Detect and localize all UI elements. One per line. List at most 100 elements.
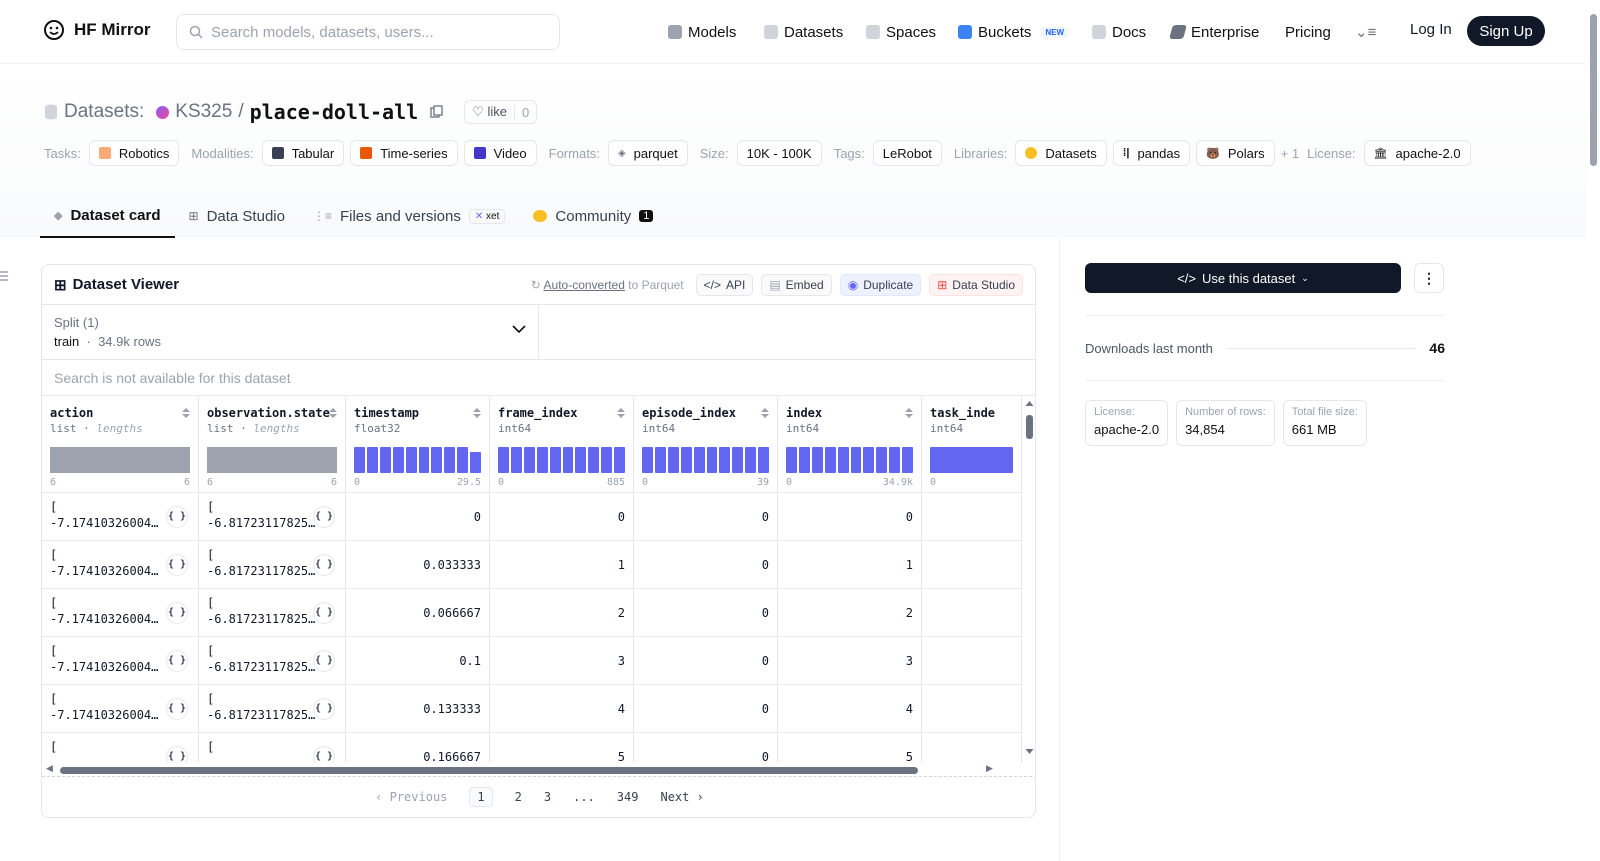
prev-page-button[interactable]: ‹ Previous: [375, 790, 448, 804]
column-header[interactable]: action list · lengths 6 6: [42, 397, 198, 493]
nav-spaces[interactable]: Spaces: [866, 0, 936, 64]
list-bracket: [: [207, 548, 215, 562]
tag-parquet[interactable]: ◈ parquet: [607, 140, 688, 166]
nav-models[interactable]: Models: [668, 0, 736, 64]
sort-icon[interactable]: [761, 407, 769, 419]
tag-size[interactable]: 10K - 100K: [736, 140, 822, 166]
expand-json-button[interactable]: { }: [313, 698, 335, 720]
like-count: 0: [513, 104, 536, 120]
embed-button[interactable]: ▤ Embed: [761, 273, 832, 296]
table-horizontal-scrollbar[interactable]: ◀ ▶: [42, 763, 1035, 777]
column-histogram[interactable]: [207, 447, 337, 473]
column-histogram[interactable]: [354, 447, 482, 473]
page-last[interactable]: 349: [616, 790, 639, 804]
split-select[interactable]: Split (1) train · 34.9k rows: [42, 305, 539, 359]
tag-license[interactable]: 🏛 apache-2.0: [1363, 140, 1471, 166]
tag-tabular[interactable]: Tabular: [261, 140, 345, 166]
tag-timeseries[interactable]: Time-series: [350, 140, 458, 166]
expand-json-button[interactable]: { }: [166, 506, 188, 528]
tab-dataset-card[interactable]: ◆ Dataset card: [40, 194, 175, 238]
page-3[interactable]: 3: [543, 790, 552, 804]
column-histogram[interactable]: [786, 447, 914, 473]
use-dataset-button[interactable]: </> Use this dataset ⌄: [1085, 263, 1401, 293]
sort-icon[interactable]: [617, 407, 625, 419]
logo[interactable]: HF Mirror: [42, 18, 151, 42]
column-histogram[interactable]: [50, 447, 190, 473]
nav-enterprise[interactable]: Enterprise: [1169, 0, 1259, 64]
column-histogram[interactable]: [642, 447, 770, 473]
expand-json-button[interactable]: { }: [313, 506, 335, 528]
tag-robotics[interactable]: Robotics: [88, 140, 180, 166]
nav-more-menu[interactable]: ⌄≡: [1355, 0, 1376, 64]
expand-json-button[interactable]: { }: [313, 650, 335, 672]
scroll-right-arrow[interactable]: ▶: [986, 763, 993, 773]
sort-icon[interactable]: [182, 407, 190, 419]
login-link[interactable]: Log In: [1410, 21, 1452, 38]
scroll-left-arrow[interactable]: ◀: [46, 763, 53, 773]
sort-icon[interactable]: [329, 407, 337, 419]
split-rows: 34.9k rows: [98, 334, 161, 349]
api-button[interactable]: </> API: [695, 273, 754, 296]
tag-lerobot[interactable]: LeRobot: [872, 140, 942, 166]
hf-icon: [1025, 147, 1038, 159]
search-input[interactable]: Search models, datasets, users...: [176, 14, 560, 50]
column-header[interactable]: index int64 0 34.9k: [778, 397, 921, 493]
expand-json-button[interactable]: { }: [166, 554, 188, 576]
column-histogram[interactable]: [498, 447, 626, 473]
repo-owner[interactable]: KS325: [175, 101, 233, 122]
more-options-button[interactable]: ⋮: [1414, 263, 1444, 293]
histogram-bar: [549, 447, 561, 473]
tab-community[interactable]: Community 1: [519, 194, 667, 238]
duplicate-button[interactable]: ◉ Duplicate: [839, 273, 922, 296]
auto-converted-link[interactable]: Auto-converted: [543, 277, 625, 292]
expand-json-button[interactable]: { }: [313, 746, 335, 763]
nav-buckets[interactable]: Buckets NEW: [958, 0, 1069, 64]
expand-json-button[interactable]: { }: [313, 554, 335, 576]
column-range: 0 29.5: [354, 477, 481, 488]
nav-datasets[interactable]: Datasets: [764, 0, 843, 64]
more-libraries[interactable]: + 1: [1280, 145, 1300, 161]
data-studio-button[interactable]: ⊞ Data Studio: [929, 273, 1023, 296]
tab-data-studio[interactable]: ⊞ Data Studio: [175, 194, 299, 238]
side-menu-icon[interactable]: [0, 270, 8, 282]
histogram-bar: [798, 447, 810, 473]
page-scrollbar[interactable]: [1586, 0, 1600, 861]
nav-pricing[interactable]: Pricing: [1285, 0, 1331, 64]
table-cell: 0: [634, 733, 777, 764]
nav-docs[interactable]: Docs: [1092, 0, 1146, 64]
next-page-button[interactable]: Next ›: [660, 790, 704, 804]
scroll-thumb[interactable]: [60, 767, 918, 774]
column-type: int64: [498, 422, 625, 435]
column-header[interactable]: task_inde int64 0: [922, 397, 1021, 493]
next-label: Next: [660, 790, 690, 804]
tab-files[interactable]: ⋮≡ Files and versions ✕ xet: [299, 194, 519, 238]
column-histogram[interactable]: [930, 447, 1013, 473]
expand-json-button[interactable]: { }: [166, 650, 188, 672]
column-header[interactable]: observation.state list · lengths 6 6: [199, 397, 345, 493]
expand-json-button[interactable]: { }: [166, 602, 188, 624]
list-value: -6.81723117825…: [207, 564, 316, 578]
tag-datasets[interactable]: Datasets: [1015, 140, 1107, 166]
column-type-text: list: [50, 422, 77, 435]
page-scroll-thumb[interactable]: [1590, 14, 1597, 166]
expand-json-button[interactable]: { }: [166, 746, 188, 763]
tag-video[interactable]: Video: [463, 140, 537, 166]
page-1[interactable]: 1: [469, 787, 493, 807]
expand-json-button[interactable]: { }: [166, 698, 188, 720]
page-2[interactable]: 2: [514, 790, 522, 804]
column-header[interactable]: timestamp float32 0 29.5: [346, 397, 489, 493]
column-header[interactable]: episode_index int64 0 39: [634, 397, 777, 493]
sort-icon[interactable]: [473, 407, 481, 419]
repo-name[interactable]: place-doll-all: [249, 100, 419, 124]
copy-icon[interactable]: [430, 105, 444, 119]
table-vertical-scrollbar[interactable]: [1023, 397, 1036, 763]
like-button[interactable]: ♡ like 0: [464, 100, 538, 124]
sort-icon[interactable]: [905, 407, 913, 419]
tag-polars[interactable]: 🐻 Polars: [1196, 140, 1275, 166]
column-header[interactable]: frame_index int64 0 885: [490, 397, 633, 493]
tag-pandas[interactable]: ⁞| pandas: [1112, 140, 1191, 166]
expand-json-button[interactable]: { }: [313, 602, 335, 624]
histogram-bar: [510, 447, 522, 473]
signup-button[interactable]: Sign Up: [1467, 16, 1545, 46]
stat-label: Number of rows:: [1185, 406, 1266, 418]
